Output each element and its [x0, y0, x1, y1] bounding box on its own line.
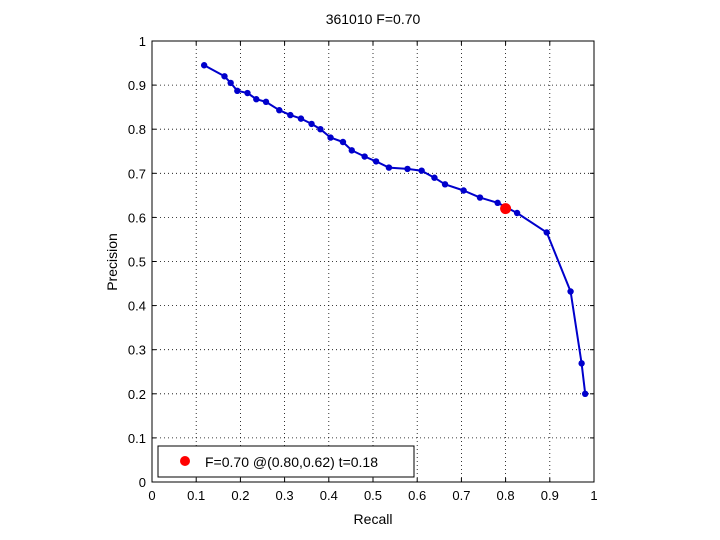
data-point [339, 138, 347, 146]
x-tick-label: 0.5 [364, 488, 382, 503]
data-point [567, 288, 574, 295]
data-point [578, 360, 585, 367]
data-point [227, 79, 234, 87]
data-point [543, 229, 550, 236]
data-point [513, 209, 521, 217]
data-point [372, 158, 380, 165]
y-tick-label: 0.7 [128, 166, 146, 181]
data-point [476, 194, 484, 201]
y-tick-label: 0.6 [128, 210, 146, 225]
x-tick-label: 0 [148, 488, 155, 503]
data-point [221, 73, 228, 80]
best-f-point [500, 203, 512, 215]
y-tick-label: 0.2 [128, 387, 146, 402]
x-tick-label: 0.6 [408, 488, 426, 503]
legend-box [157, 445, 415, 478]
data-point [418, 167, 425, 174]
data-point [244, 89, 251, 97]
data-point [404, 165, 411, 173]
data-point [581, 390, 589, 397]
data-point [234, 87, 241, 95]
data-point [287, 111, 294, 119]
x-tick-label: 0.3 [276, 488, 294, 503]
chart-title: 361010 F=0.70 [326, 11, 421, 27]
data-point [276, 107, 283, 114]
y-tick-label: 0.4 [128, 299, 146, 314]
data-point [253, 96, 260, 103]
data-point [460, 187, 467, 194]
data-point [327, 134, 334, 141]
data-point [200, 62, 208, 69]
y-tick-label: 0.8 [128, 122, 146, 137]
x-tick-labels: 0 0.1 0.2 0.3 0.4 0.5 0.6 0.7 0.8 0.9 1 [148, 488, 597, 503]
legend-label: F=0.70 @(0.80,0.62) t=0.18 [205, 454, 378, 470]
y-tick-label: 1 [139, 34, 146, 49]
data-point [361, 153, 368, 160]
y-tick-label: 0.9 [128, 78, 146, 93]
x-axis-label: Recall [354, 511, 393, 527]
x-tick-label: 0.1 [187, 488, 205, 503]
data-point [317, 126, 324, 133]
y-tick-label: 0 [139, 475, 146, 490]
y-tick-label: 0.1 [128, 431, 146, 446]
y-tick-label: 0.3 [128, 343, 146, 358]
highlight-layer [500, 203, 512, 215]
legend: F=0.70 @(0.80,0.62) t=0.18 [157, 445, 415, 478]
data-point [441, 181, 449, 188]
data-point [348, 147, 355, 154]
x-tick-label: 0.7 [452, 488, 470, 503]
grid [152, 41, 594, 482]
data-point [431, 174, 438, 181]
data-point [297, 115, 305, 122]
series-line [203, 64, 587, 394]
x-tick-label: 1 [590, 488, 597, 503]
data-point [494, 199, 501, 207]
x-tick-label: 0.9 [541, 488, 559, 503]
y-axis-label: Precision [104, 233, 120, 291]
data-point [308, 120, 315, 128]
data-point [262, 98, 270, 106]
y-tick-label: 0.5 [128, 255, 146, 270]
x-tick-label: 0.8 [497, 488, 515, 503]
legend-marker [180, 456, 190, 466]
y-tick-labels: 0 0.1 0.2 0.3 0.4 0.5 0.6 0.7 0.8 0.9 1 [128, 34, 146, 490]
x-tick-label: 0.2 [231, 488, 249, 503]
axis-ticks [151, 40, 595, 483]
x-tick-label: 0.4 [320, 488, 338, 503]
data-point [385, 164, 393, 171]
series-layer [200, 62, 589, 397]
